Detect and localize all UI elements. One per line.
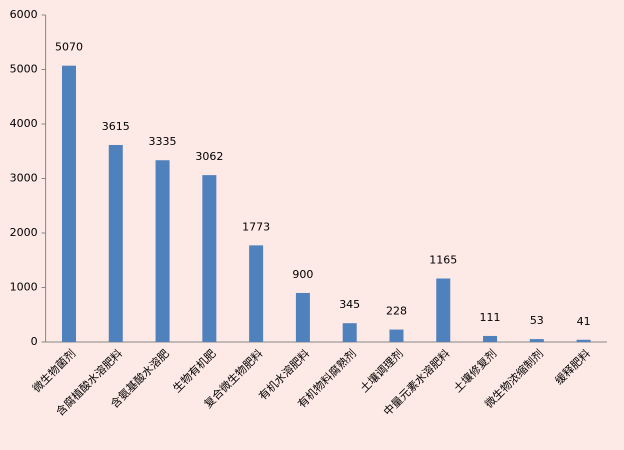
data-label: 3062 xyxy=(195,150,223,163)
y-tick-label: 0 xyxy=(31,335,38,348)
bar xyxy=(436,278,451,342)
y-tick-label: 4000 xyxy=(10,117,38,130)
bar xyxy=(202,175,217,342)
y-tick-label: 5000 xyxy=(10,63,38,76)
bar xyxy=(342,323,357,342)
bar xyxy=(108,144,123,342)
y-tick-label: 1000 xyxy=(10,281,38,294)
data-label: 41 xyxy=(577,315,591,328)
bar xyxy=(389,329,404,342)
data-label: 53 xyxy=(530,314,544,327)
y-tick-label: 6000 xyxy=(10,8,38,21)
bar xyxy=(295,292,310,342)
y-tick-label: 3000 xyxy=(10,172,38,185)
data-label: 111 xyxy=(480,311,501,324)
data-label: 3335 xyxy=(149,135,177,148)
bar xyxy=(576,339,591,342)
bar xyxy=(155,160,170,342)
data-label: 345 xyxy=(339,298,360,311)
bar xyxy=(529,339,544,342)
y-tick-label: 2000 xyxy=(10,226,38,239)
data-label: 228 xyxy=(386,305,407,318)
data-label: 1773 xyxy=(242,220,270,233)
bar xyxy=(61,65,76,342)
bar xyxy=(483,335,498,342)
data-label: 1165 xyxy=(429,254,457,267)
data-label: 5070 xyxy=(55,41,83,54)
bar xyxy=(249,245,264,342)
data-label: 900 xyxy=(292,268,313,281)
data-label: 3615 xyxy=(102,120,130,133)
